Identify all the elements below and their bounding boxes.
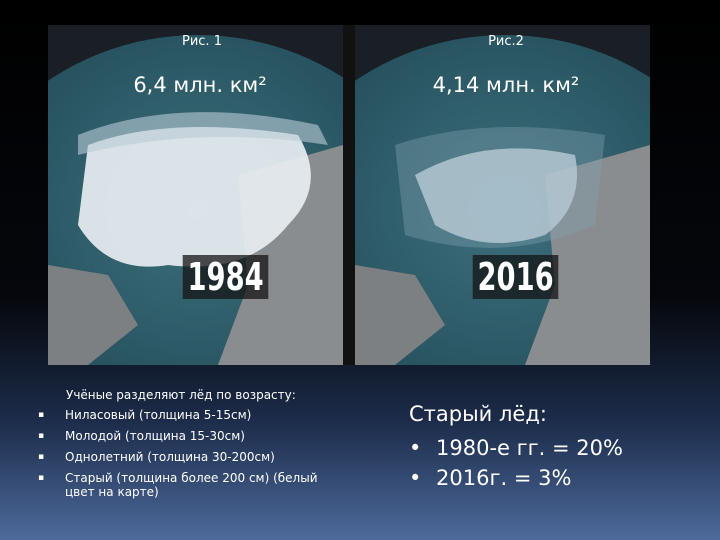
figure-caption: Рис. 1 (182, 34, 222, 49)
list-item: Молодой (толщина 15-30см) (38, 429, 348, 443)
figure-area: 6,4 млн. км² (133, 73, 267, 97)
ice-types-list: Ниласовый (толщина 5-15см) Молодой (толщи… (38, 408, 348, 506)
list-heading: Учёные разделяют лёд по возрасту: (66, 388, 296, 402)
figure-year: 2016 (472, 255, 559, 299)
list-item: Ниласовый (толщина 5-15см) (38, 408, 348, 422)
list-item: Однолетний (толщина 30-200см) (38, 450, 348, 464)
list-heading: Старый лёд: (409, 402, 547, 426)
figure-year: 1984 (182, 255, 269, 299)
list-item: Старый (толщина более 200 см) (белый цве… (38, 471, 348, 499)
map-1984 (48, 25, 343, 365)
old-ice-list: 1980-е гг. = 20% 2016г. = 3% (409, 436, 623, 496)
list-item: 2016г. = 3% (409, 466, 623, 490)
figure-area: 4,14 млн. км² (432, 73, 580, 97)
list-item: 1980-е гг. = 20% (409, 436, 623, 460)
figure-caption: Рис.2 (488, 34, 524, 49)
map-2016 (355, 25, 650, 365)
divider (343, 25, 355, 365)
